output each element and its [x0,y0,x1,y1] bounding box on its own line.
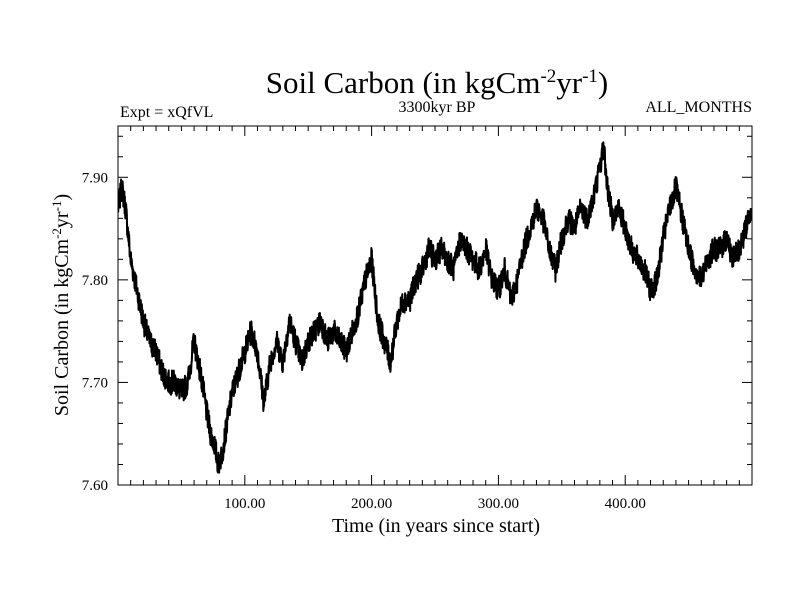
x-tick-label: 300.00 [478,496,519,512]
x-tick-label: 200.00 [351,496,392,512]
experiment-label: Expt = xQfVL [120,104,213,121]
chart-title: Soil Carbon (in kgCm-2yr-1) [266,65,609,100]
x-tick-label: 100.00 [224,496,265,512]
period-label: 3300kyr BP [399,99,476,116]
y-axis-label: Soil Carbon (in kgCm-2yr-1) [49,194,73,416]
y-tick-label: 7.60 [82,478,108,494]
y-tick-label: 7.70 [82,375,108,391]
months-label: ALL_MONTHS [645,99,752,116]
x-tick-label: 400.00 [605,496,646,512]
y-tick-label: 7.90 [82,170,108,186]
axis-ticks [118,126,752,485]
y-tick-label: 7.80 [82,273,108,289]
x-axis-label: Time (in years since start) [332,515,540,537]
axis-tick-labels: 100.00 200.00 300.00 400.00 7.60 7.70 7.80 7.90 [82,170,646,512]
series-line [118,141,752,474]
